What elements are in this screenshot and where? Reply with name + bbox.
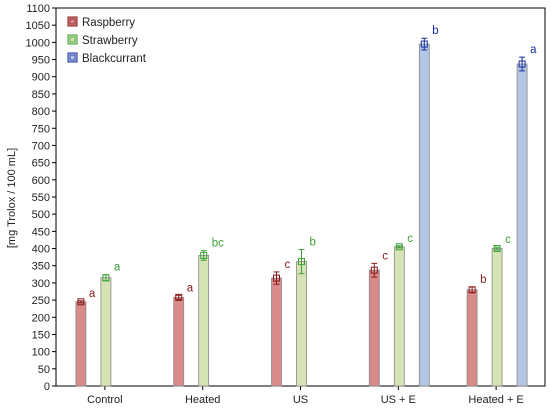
y-tick-label: 50 <box>38 364 50 376</box>
significance-label: b <box>310 237 316 249</box>
significance-label: b <box>432 25 438 37</box>
legend-marker <box>69 18 76 25</box>
mean-marker <box>200 251 208 259</box>
y-tick-label: 550 <box>32 192 50 204</box>
significance-label: c <box>382 250 388 262</box>
mean-marker <box>298 258 305 266</box>
bar-strawberry <box>393 246 405 387</box>
mean-marker <box>518 60 526 68</box>
y-tick-label: 700 <box>32 140 50 152</box>
mean-marker <box>273 274 280 282</box>
mean-marker <box>175 293 183 301</box>
y-tick-label: 900 <box>32 72 50 84</box>
mean-marker <box>370 266 378 274</box>
y-tick-label: 200 <box>32 312 50 324</box>
legend-label-raspberry: Raspberry <box>82 17 135 29</box>
bar-blackcurrant <box>516 63 528 387</box>
legend-box <box>62 12 180 68</box>
bar-blackcurrant <box>418 43 430 387</box>
significance-label: b <box>480 274 486 286</box>
mean-marker <box>420 40 428 48</box>
significance-label: bc <box>212 238 224 250</box>
y-tick-label: 0 <box>44 381 50 393</box>
y-tick-label: 1050 <box>26 20 50 32</box>
mean-marker <box>102 274 110 282</box>
bar-strawberry <box>491 248 503 387</box>
y-tick-label: 1100 <box>26 3 50 15</box>
bar-raspberry <box>173 296 185 387</box>
y-axis-ticks: 0 50 100 150 200 250 300 350 400 450 500 550 600 650 7… <box>26 3 56 393</box>
legend-swatch-strawberry <box>67 34 78 45</box>
significance-label: a <box>187 282 194 294</box>
x-tick-label: Control <box>87 394 122 406</box>
y-tick-label: 750 <box>32 123 50 135</box>
bar-strawberry <box>100 277 112 387</box>
mean-marker <box>77 298 85 306</box>
significance-label: c <box>505 234 511 246</box>
bar-strawberry <box>296 261 307 387</box>
bar-raspberry <box>368 269 380 387</box>
significance-label: a <box>114 262 121 274</box>
legend-marker <box>69 36 76 43</box>
y-tick-label: 1000 <box>26 37 50 49</box>
y-tick-label: 400 <box>32 244 50 256</box>
x-tick-label: Heated <box>185 394 220 406</box>
y-axis-label: [mg Trolox / 100 mL] <box>6 148 18 248</box>
x-tick-label: US <box>293 394 308 406</box>
y-tick-label: 250 <box>32 295 50 307</box>
mean-marker <box>468 286 476 294</box>
y-tick-label: 300 <box>32 278 50 290</box>
y-tick-label: 450 <box>32 226 50 238</box>
legend-marker <box>69 54 76 61</box>
legend-swatch-blackcurrant <box>67 52 78 63</box>
legend-label-strawberry: Strawberry <box>82 35 138 47</box>
y-tick-label: 150 <box>32 329 50 341</box>
bar-strawberry <box>198 255 210 387</box>
significance-label: a <box>89 288 96 300</box>
significance-label: a <box>530 44 537 56</box>
y-tick-label: 500 <box>32 209 50 221</box>
x-tick-label: Heated + E <box>468 394 523 406</box>
legend-label-blackcurrant: Blackcurrant <box>82 53 147 65</box>
y-tick-label: 100 <box>32 347 50 359</box>
mean-marker <box>493 245 501 253</box>
mean-marker <box>395 243 403 251</box>
y-tick-label: 350 <box>32 261 50 273</box>
y-tick-label: 850 <box>32 89 50 101</box>
y-tick-label: 650 <box>32 158 50 170</box>
significance-label: c <box>407 233 413 245</box>
significance-label: c <box>285 259 291 271</box>
legend-swatch-raspberry <box>67 16 78 27</box>
bar-raspberry <box>271 277 282 387</box>
bar-raspberry <box>466 289 478 387</box>
bar-raspberry <box>75 301 87 387</box>
x-tick-label: US + E <box>381 394 416 406</box>
y-tick-label: 600 <box>32 175 50 187</box>
y-tick-label: 950 <box>32 55 50 67</box>
legend: Raspberry Strawberry Blackcurrant <box>62 12 180 68</box>
y-tick-label: 800 <box>32 106 50 118</box>
